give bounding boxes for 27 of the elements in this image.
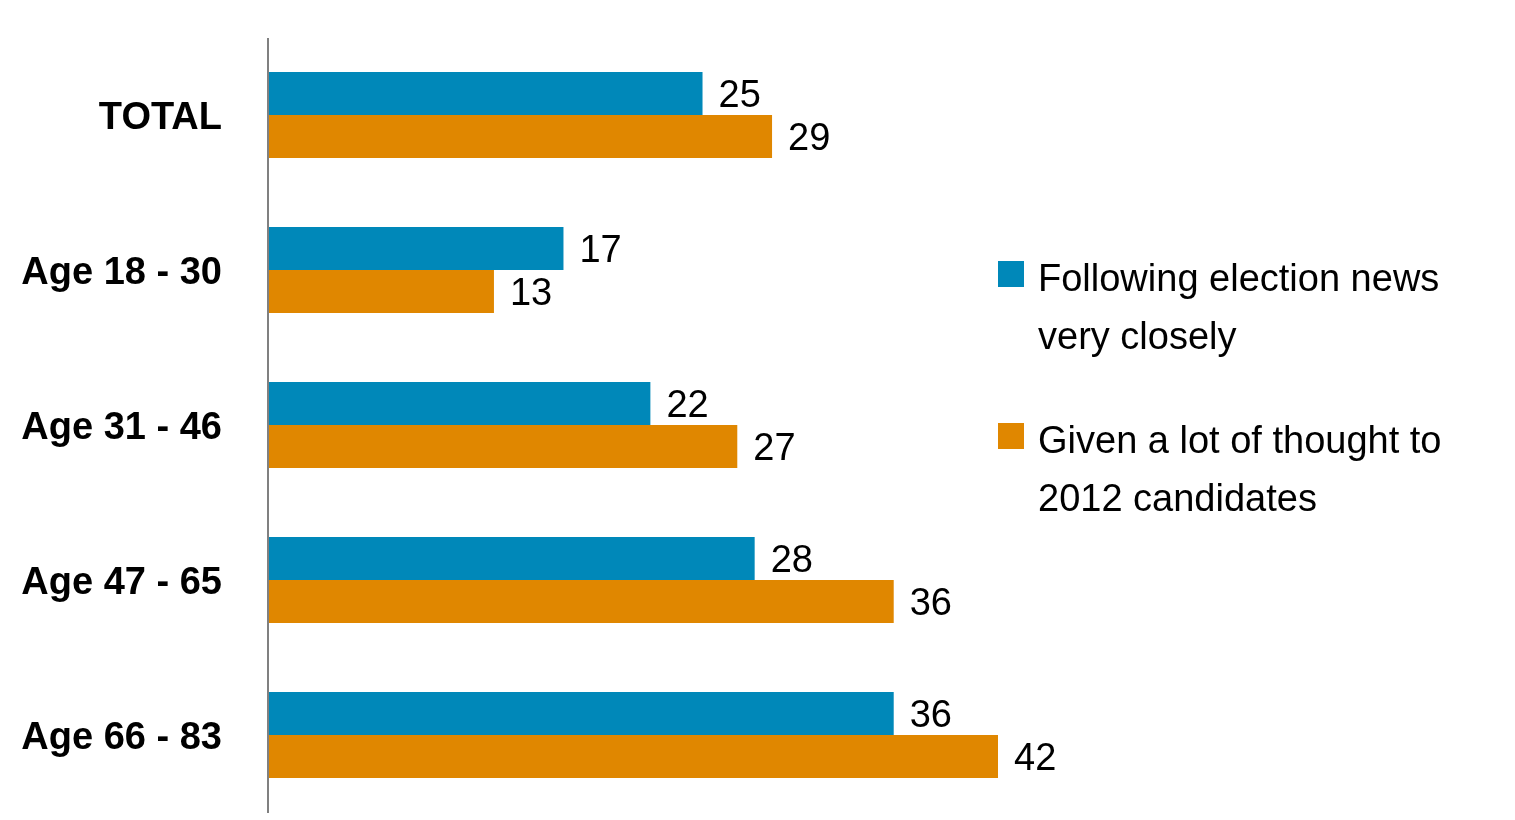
- bar: [268, 382, 651, 426]
- bar: [268, 735, 998, 779]
- bar: [268, 115, 773, 159]
- bar: [268, 270, 494, 314]
- y-tick-label: Age 31 - 46: [21, 404, 222, 447]
- data-label: 36: [909, 581, 952, 624]
- data-label: 27: [753, 426, 796, 469]
- bar: [268, 537, 755, 581]
- bar: [268, 425, 738, 469]
- data-label: 17: [579, 228, 622, 271]
- data-label: 28: [770, 538, 813, 581]
- y-tick-label: TOTAL: [98, 94, 222, 137]
- data-label: 42: [1014, 736, 1057, 779]
- y-tick-label: Age 66 - 83: [21, 714, 222, 757]
- bar: [268, 580, 894, 624]
- y-tick-label: Age 18 - 30: [21, 249, 222, 292]
- data-label: 29: [788, 116, 831, 159]
- bar: [268, 72, 703, 116]
- data-label: 13: [509, 271, 553, 314]
- data-label: 22: [666, 383, 709, 426]
- data-label: 36: [909, 693, 952, 736]
- bar: [268, 692, 894, 736]
- data-label: 25: [718, 73, 761, 116]
- y-tick-label: Age 47 - 65: [21, 559, 222, 602]
- legend-label: Following election news very closely: [1038, 255, 1441, 359]
- legend-label: Given a lot of thought to 2012 candidates: [1038, 417, 1443, 521]
- bar: [268, 227, 564, 271]
